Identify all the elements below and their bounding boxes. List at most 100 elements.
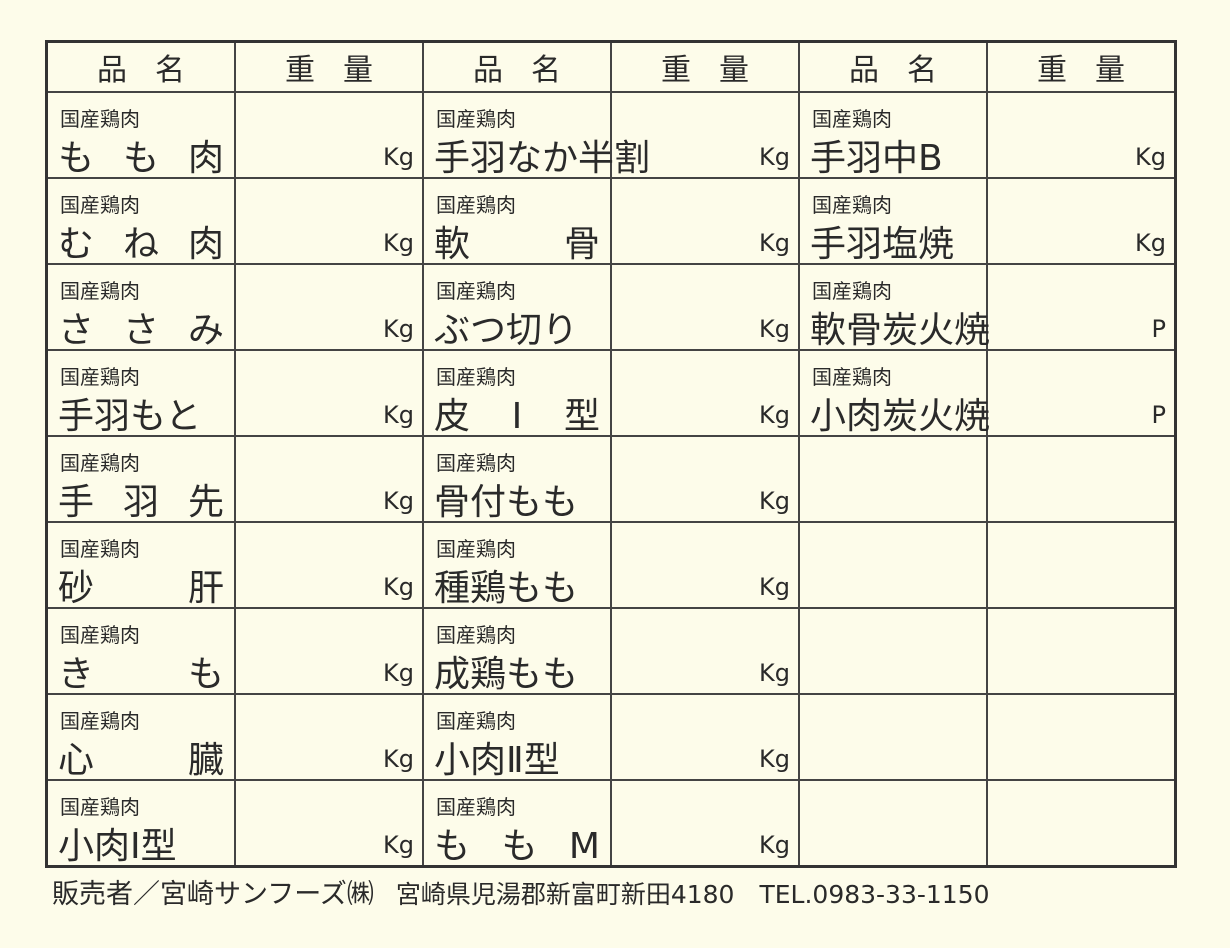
product-name-cell <box>798 607 988 695</box>
product-name: 軟 骨 <box>434 224 600 265</box>
weight-cell[interactable]: Kg <box>234 177 424 265</box>
origin-label: 国産鶏肉 <box>812 279 892 303</box>
unit-label: Kg <box>759 143 790 171</box>
header-row: 品名 重量 品名 重量 品名 重量 <box>45 40 1177 93</box>
weight-cell[interactable] <box>986 521 1177 609</box>
product-name-cell: 国産鶏肉 ぶつ切り <box>422 263 612 351</box>
origin-label: 国産鶏肉 <box>436 795 516 819</box>
origin-label: 国産鶏肉 <box>60 537 140 561</box>
weight-cell[interactable]: Kg <box>610 521 800 609</box>
weight-cell[interactable]: Kg <box>610 349 800 437</box>
product-name-cell: 国産鶏肉心 臓 <box>45 693 236 781</box>
unit-label: Kg <box>383 487 414 515</box>
product-name-cell: 国産鶏肉 種鶏もも <box>422 521 612 609</box>
unit-label: Kg <box>383 143 414 171</box>
product-name-cell: 国産鶏肉も も M <box>422 779 612 868</box>
weight-cell[interactable]: Kg <box>610 91 800 179</box>
unit-label: Kg <box>383 229 414 257</box>
unit-label: Kg <box>759 315 790 343</box>
header-weight: 重量 <box>986 40 1177 93</box>
origin-label: 国産鶏肉 <box>60 623 140 647</box>
product-name-cell <box>798 693 988 781</box>
product-name-cell: 国産鶏肉 小肉Ⅱ型 <box>422 693 612 781</box>
unit-label: P <box>1151 315 1166 343</box>
table-row: 国産鶏肉む ね 肉 Kg 国産鶏肉軟 骨 Kg 国産鶏肉 手羽塩焼 Kg <box>45 177 1177 265</box>
unit-label: Kg <box>759 401 790 429</box>
weight-cell[interactable]: Kg <box>610 779 800 868</box>
product-name: も も M <box>434 826 600 867</box>
unit-label: Kg <box>383 315 414 343</box>
weight-cell[interactable]: Kg <box>234 263 424 351</box>
product-name-cell: 国産鶏肉 成鶏もも <box>422 607 612 695</box>
product-name: 手羽塩焼 <box>810 224 955 265</box>
origin-label: 国産鶏肉 <box>436 193 516 217</box>
product-name: 成鶏もも <box>434 654 579 695</box>
product-name: き も <box>58 654 224 695</box>
weight-cell[interactable]: Kg <box>610 177 800 265</box>
origin-label: 国産鶏肉 <box>436 537 516 561</box>
unit-label: Kg <box>759 831 790 859</box>
header-name: 品名 <box>422 40 612 93</box>
origin-label: 国産鶏肉 <box>812 365 892 389</box>
product-name-cell: 国産鶏肉き も <box>45 607 236 695</box>
weight-cell[interactable]: Kg <box>610 693 800 781</box>
weight-cell[interactable]: Kg <box>234 607 424 695</box>
weight-cell[interactable]: Kg <box>234 779 424 868</box>
product-name-cell: 国産鶏肉 骨付もも <box>422 435 612 523</box>
product-name-cell: 国産鶏肉 手羽なか半割 <box>422 91 650 179</box>
footer: 販売者／宮崎サンフーズ㈱ 宮崎県児湯郡新富町新田4180 TEL.0983-33-… <box>52 872 990 911</box>
unit-label: Kg <box>1135 229 1166 257</box>
product-name: 心 臓 <box>58 740 224 781</box>
weight-cell[interactable] <box>986 779 1177 868</box>
origin-label: 国産鶏肉 <box>436 451 516 475</box>
origin-label: 国産鶏肉 <box>812 107 892 131</box>
unit-label: Kg <box>759 573 790 601</box>
product-name: ぶつ切り <box>434 310 579 351</box>
product-name: 皮 Ⅰ 型 <box>434 396 600 437</box>
unit-label: P <box>1151 401 1166 429</box>
weight-cell[interactable]: Kg <box>234 693 424 781</box>
product-name-cell: 国産鶏肉さ さ み <box>45 263 236 351</box>
table-row: 国産鶏肉さ さ み Kg 国産鶏肉 ぶつ切り Kg 国産鶏肉 軟骨炭火焼 P <box>45 263 1177 351</box>
weight-cell[interactable]: P <box>986 263 1177 351</box>
origin-label: 国産鶏肉 <box>436 107 516 131</box>
product-name: 手羽もと <box>58 396 202 437</box>
weight-cell[interactable] <box>986 607 1177 695</box>
unit-label: Kg <box>759 229 790 257</box>
weight-cell[interactable]: Kg <box>234 349 424 437</box>
product-name-cell: 国産鶏肉軟 骨 <box>422 177 612 265</box>
weight-cell[interactable] <box>986 435 1177 523</box>
origin-label: 国産鶏肉 <box>60 709 140 733</box>
unit-label: Kg <box>759 487 790 515</box>
weight-cell[interactable]: Kg <box>610 263 800 351</box>
seller-name: 販売者／宮崎サンフーズ㈱ <box>52 879 374 910</box>
product-name-cell <box>798 779 988 868</box>
product-name-cell: 国産鶏肉も も 肉 <box>45 91 236 179</box>
table-row: 国産鶏肉も も 肉 Kg 国産鶏肉 手羽なか半割 Kg 国産鶏肉手羽中B Kg <box>45 91 1177 179</box>
weight-cell[interactable]: Kg <box>234 521 424 609</box>
product-name: 小肉炭火焼 <box>810 396 991 437</box>
product-name: む ね 肉 <box>58 224 224 265</box>
product-name: 手羽中B <box>810 138 943 179</box>
unit-label: Kg <box>759 745 790 773</box>
product-name-cell: 国産鶏肉む ね 肉 <box>45 177 236 265</box>
product-name: 手 羽 先 <box>58 482 224 523</box>
product-name-cell: 国産鶏肉手 羽 先 <box>45 435 236 523</box>
product-name-cell <box>798 521 988 609</box>
product-name-cell: 国産鶏肉皮 Ⅰ 型 <box>422 349 612 437</box>
weight-cell[interactable]: Kg <box>610 607 800 695</box>
weight-cell[interactable]: Kg <box>986 177 1177 265</box>
weight-cell[interactable] <box>986 693 1177 781</box>
weight-cell[interactable]: Kg <box>986 91 1177 179</box>
product-name-cell: 国産鶏肉 軟骨炭火焼 <box>798 263 990 351</box>
origin-label: 国産鶏肉 <box>60 365 140 389</box>
weight-cell[interactable]: Kg <box>234 435 424 523</box>
table-row: 国産鶏肉き も Kg 国産鶏肉 成鶏もも Kg <box>45 607 1177 695</box>
weight-cell[interactable]: Kg <box>234 91 424 179</box>
weight-cell[interactable]: P <box>986 349 1177 437</box>
product-name-cell <box>798 435 988 523</box>
table-row: 国産鶏肉心 臓 Kg 国産鶏肉 小肉Ⅱ型 Kg <box>45 693 1177 781</box>
weight-cell[interactable]: Kg <box>610 435 800 523</box>
product-name: 小肉Ⅰ型 <box>58 826 177 867</box>
origin-label: 国産鶏肉 <box>436 365 516 389</box>
